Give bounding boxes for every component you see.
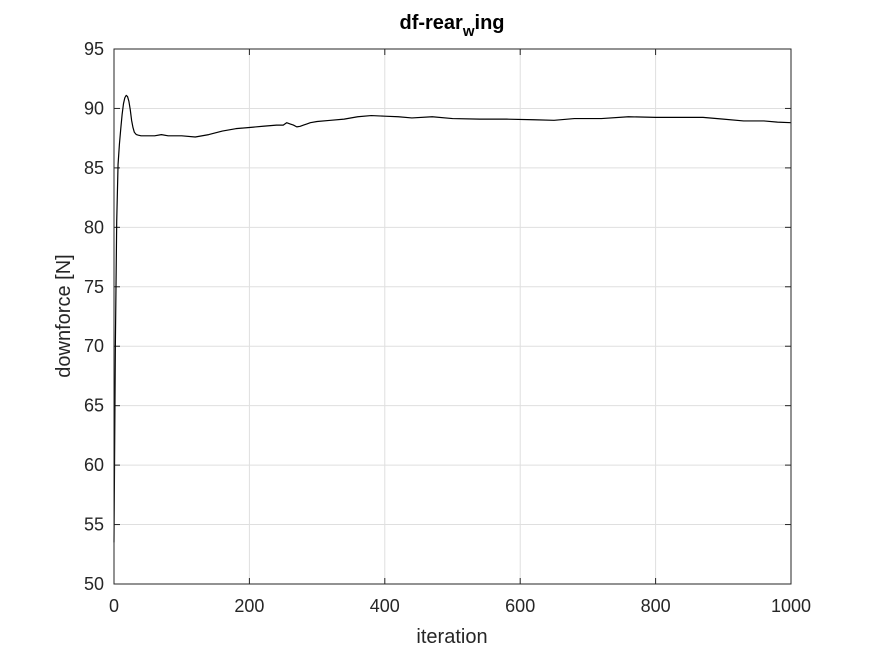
- grid-lines: [113, 48, 792, 585]
- y-tick-label: 90: [84, 98, 104, 118]
- y-tick-label: 70: [84, 336, 104, 356]
- y-tick-label: 60: [84, 455, 104, 475]
- chart-title-subscript: w: [462, 23, 475, 40]
- y-tick-label: 80: [84, 217, 104, 237]
- chart-title-suffix: ing: [475, 12, 505, 34]
- x-tick-label: 1000: [771, 596, 811, 616]
- x-tick-label: 600: [505, 596, 535, 616]
- y-tick-label: 55: [84, 515, 104, 535]
- x-tick-label: 800: [641, 596, 671, 616]
- x-axis-label: iteration: [416, 626, 487, 648]
- y-tick-label: 95: [84, 39, 104, 59]
- y-tick-label: 50: [84, 574, 104, 594]
- x-tick-label: 0: [109, 596, 119, 616]
- y-tick-label: 85: [84, 158, 104, 178]
- y-tick-label: 75: [84, 277, 104, 297]
- chart-title: df-rearwing: [399, 12, 504, 40]
- y-tick-labels: 50 55 60 65 70 75 80 85 90 95: [84, 39, 104, 594]
- chart-title-main: df-rear: [399, 12, 463, 34]
- plot-area: [114, 49, 791, 584]
- x-tick-label: 200: [234, 596, 264, 616]
- series-line-downforce: [113, 94, 792, 543]
- x-tick-labels: 0 200 400 600 800 1000: [109, 596, 811, 616]
- plot-frame: [113, 48, 792, 585]
- y-axis-label: downforce [N]: [53, 254, 75, 377]
- y-tick-label: 65: [84, 396, 104, 416]
- x-tick-label: 400: [370, 596, 400, 616]
